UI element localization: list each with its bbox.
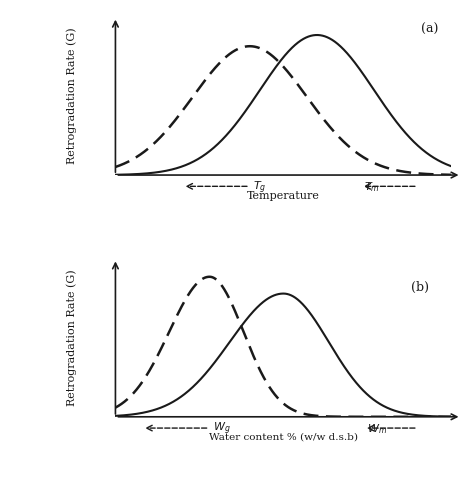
Text: $T_g$: $T_g$ [253,179,266,195]
Text: $W_g$: $W_g$ [213,420,230,436]
Text: $W_m$: $W_m$ [367,421,387,435]
Text: Retrogradation Rate (G): Retrogradation Rate (G) [66,27,77,164]
Text: Water content % (w/w d.s.b): Water content % (w/w d.s.b) [209,432,358,440]
Text: Temperature: Temperature [247,190,320,200]
Text: Retrogradation Rate (G): Retrogradation Rate (G) [66,268,77,405]
Text: (a): (a) [421,23,438,36]
Text: $T_m$: $T_m$ [364,180,380,194]
Text: (b): (b) [411,280,429,293]
